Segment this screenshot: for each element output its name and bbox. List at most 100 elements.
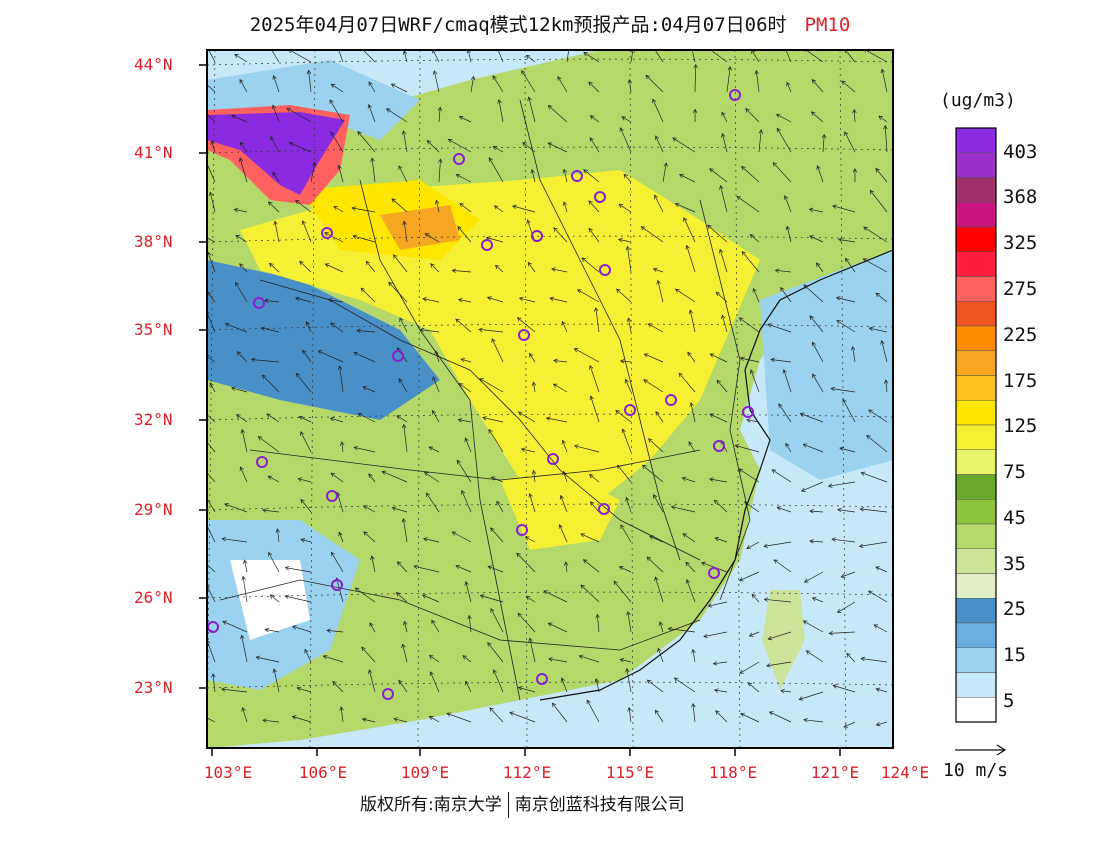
wind-vector-head [816, 262, 821, 267]
wind-vector [459, 383, 472, 393]
wind-vector-head [801, 487, 806, 492]
wind-vector [338, 50, 344, 63]
wind-vector [627, 246, 632, 273]
wind-vector-head [707, 603, 713, 608]
wind-vector-head [640, 226, 646, 231]
wind-vector [816, 262, 824, 273]
wind-vector-head [362, 386, 367, 391]
wind-vector [438, 159, 441, 183]
wind-vector [241, 429, 248, 453]
wind-vector-head [778, 403, 783, 408]
wind-vector-head [589, 137, 594, 142]
wind-vector-head [428, 446, 434, 451]
wind-vector-head [496, 500, 501, 506]
wind-vector [623, 174, 632, 183]
wind-vector [811, 111, 824, 123]
colorbar-swatch [955, 598, 997, 624]
wind-vector [744, 501, 760, 513]
wind-vector-head [863, 226, 868, 231]
wind-vector [745, 108, 760, 123]
wind-vector [300, 431, 312, 453]
wind-vector [325, 263, 344, 273]
wind-vector [822, 134, 825, 153]
wind-vector [685, 562, 696, 573]
wind-vector-head [653, 494, 658, 499]
wind-vector-head [809, 315, 814, 320]
colorbar-swatch [955, 672, 997, 698]
wind-vector [207, 113, 216, 123]
wind-vector-head [235, 281, 240, 287]
wind-vector-head [562, 168, 568, 174]
wind-vector-head [455, 564, 460, 570]
wind-vector [860, 508, 888, 513]
wind-vector-head [300, 538, 306, 543]
wind-vector-head [528, 637, 533, 643]
wind-vector [268, 552, 280, 573]
wind-vector [262, 374, 280, 393]
wind-vector [574, 445, 600, 453]
wind-vector-head [422, 297, 427, 302]
wind-vector-head [746, 418, 751, 423]
wind-vector [333, 206, 344, 213]
wind-vector [645, 75, 664, 93]
wind-vector-head [852, 108, 857, 114]
wind-vector-head [743, 501, 749, 506]
wind-vector-field [207, 50, 889, 728]
wind-vector-head [654, 576, 659, 582]
wind-vector-head [455, 318, 460, 323]
wind-vector [595, 678, 600, 693]
wind-vector-head [799, 412, 805, 417]
colorbar-swatch [955, 301, 997, 327]
wind-vector-head [773, 559, 779, 564]
wind-vector-head [262, 508, 267, 513]
wind-vector [809, 208, 824, 213]
colorbar-swatch [955, 350, 997, 376]
wind-vector-head [393, 717, 398, 722]
wind-vector [330, 322, 344, 333]
station-marker [321, 227, 333, 239]
dust-plume-core [207, 112, 345, 195]
wind-vector [261, 327, 280, 333]
lon-label: 118°E [708, 763, 758, 782]
wind-vector [777, 506, 792, 513]
wind-vector-head [296, 686, 302, 692]
wind-vector-head [707, 224, 712, 230]
wind-vector [647, 679, 664, 693]
wind-vector [207, 717, 216, 723]
wind-vector-head [509, 711, 514, 716]
colorbar-swatch [955, 400, 997, 426]
colorbar-label: 125 [1003, 415, 1038, 437]
wind-vector-head [311, 161, 317, 167]
wind-vector-head [428, 716, 434, 721]
wind-vector-head [619, 127, 624, 132]
wind-vector [392, 507, 408, 513]
wind-vector [740, 713, 760, 723]
station-marker [481, 239, 493, 251]
wind-vector [236, 351, 248, 363]
wind-vector [351, 207, 376, 213]
wind-vector [299, 261, 312, 273]
wind-vector-head [497, 99, 502, 104]
wind-vector [740, 357, 760, 363]
wind-vector-head [860, 656, 866, 662]
colorbar-label: 403 [1003, 141, 1038, 163]
clean-air-southwest [230, 560, 310, 640]
map-frame [206, 49, 894, 749]
wind-vector [846, 653, 856, 663]
map-title: 2025年04月07日WRF/cmaq模式12km预报产品:04月07日06时 P… [0, 10, 1100, 37]
wind-vector [491, 338, 504, 363]
wind-vector [719, 249, 728, 273]
wind-vector-head [714, 536, 720, 542]
wind-vector [751, 594, 760, 603]
wind-vector [262, 509, 280, 513]
wind-vector-head [398, 378, 403, 383]
wind-vector [234, 209, 248, 213]
wind-vector-head [657, 647, 662, 653]
wind-vector [586, 699, 600, 723]
wind-vector [396, 592, 408, 603]
wind-vector-head [679, 174, 684, 179]
wind-vector [338, 165, 344, 183]
station-marker [594, 191, 606, 203]
wind-vector [330, 552, 344, 573]
wind-vector [268, 475, 280, 483]
